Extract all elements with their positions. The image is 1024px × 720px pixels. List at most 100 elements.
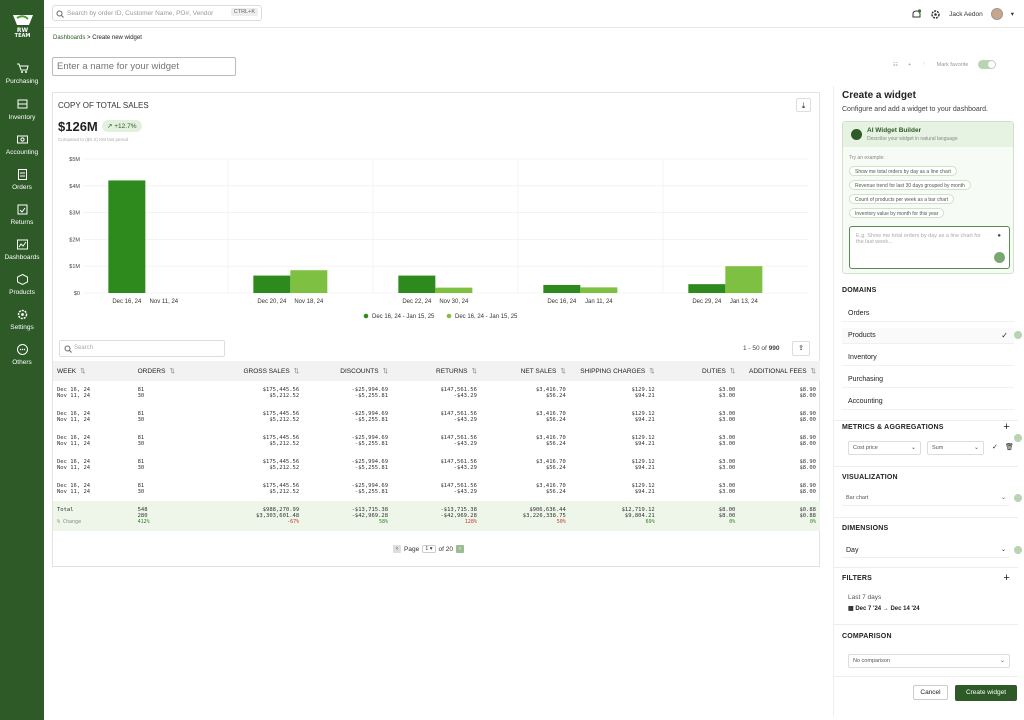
add-dot[interactable] bbox=[1014, 434, 1022, 442]
sidebar-item-settings[interactable]: Settings bbox=[0, 308, 44, 331]
column-header-week[interactable]: WEEK ⇅ bbox=[53, 361, 134, 381]
cell-line: $175,445.56 bbox=[262, 459, 300, 465]
bar[interactable] bbox=[580, 287, 618, 293]
example-chip[interactable]: Show me total orders by day as a line ch… bbox=[849, 166, 957, 176]
column-header-returns[interactable]: RETURNS ⇅ bbox=[392, 361, 481, 381]
bar[interactable] bbox=[543, 284, 581, 293]
confirm-icon[interactable]: ✓ bbox=[992, 444, 998, 451]
plus-icon[interactable]: + bbox=[907, 61, 912, 68]
add-filter-button[interactable]: + bbox=[1003, 572, 1010, 584]
global-search-input[interactable]: Search by order ID, Customer Name, PO#, … bbox=[52, 5, 262, 21]
cell-line: $56.24 bbox=[545, 441, 566, 447]
widget-name-input[interactable] bbox=[52, 57, 236, 76]
column-header-net-sales[interactable]: NET SALES ⇅ bbox=[480, 361, 570, 381]
visualization-select[interactable]: Bar chart ⌄ bbox=[842, 492, 1010, 506]
add-dot[interactable] bbox=[1014, 331, 1022, 339]
sort-icon[interactable]: ⇅ bbox=[471, 368, 477, 375]
more-icon[interactable]: ⋮ bbox=[921, 61, 927, 68]
table-row[interactable]: Dec 16, 24 Nov 11, 24 81 30 $175,445.56 $5,21… bbox=[53, 381, 820, 405]
example-chip[interactable]: Count of products per week as a bar char… bbox=[849, 194, 955, 204]
total-value: $8.00 bbox=[718, 513, 736, 519]
sidebar-item-products[interactable]: Products bbox=[0, 273, 44, 296]
table-row[interactable]: Dec 16, 24 Nov 11, 24 81 30 $175,445.56 $5,21… bbox=[53, 477, 820, 501]
sort-icon[interactable]: ⇅ bbox=[560, 368, 566, 375]
domain-item-orders[interactable]: Orders bbox=[842, 306, 1014, 322]
prev-page-button[interactable]: ‹ bbox=[393, 545, 401, 553]
sort-icon[interactable]: ⇅ bbox=[293, 368, 300, 375]
sidebar-item-others[interactable]: Others bbox=[0, 343, 44, 366]
next-page-button[interactable]: › bbox=[456, 545, 465, 553]
ai-prompt-input[interactable]: E.g. Show me total orders by day as a li… bbox=[849, 226, 1010, 269]
favorite-toggle[interactable] bbox=[978, 60, 997, 69]
bar[interactable] bbox=[435, 287, 473, 293]
domain-item-purchasing[interactable]: Purchasing bbox=[842, 372, 1014, 388]
column-header-additional-fees[interactable]: ADDITIONAL FEES ⇅ bbox=[739, 361, 820, 381]
cell-line: $3.00 bbox=[718, 465, 736, 471]
table-search-input[interactable]: Search bbox=[59, 340, 225, 357]
avatar[interactable] bbox=[990, 8, 1003, 20]
dimension-value: Day bbox=[846, 547, 859, 554]
column-header-orders[interactable]: ORDERS ⇅ bbox=[133, 361, 184, 381]
sort-icon[interactable]: ⇅ bbox=[169, 368, 175, 375]
sort-icon[interactable]: ⇅ bbox=[382, 368, 389, 375]
column-header-discounts[interactable]: DISCOUNTS ⇅ bbox=[303, 361, 393, 381]
mic-icon[interactable]: ● bbox=[997, 233, 1001, 239]
aggregation-select[interactable]: Sum ⌄ bbox=[927, 441, 984, 455]
delete-icon[interactable]: 🗑 bbox=[1005, 444, 1014, 451]
gear-icon[interactable] bbox=[930, 9, 941, 20]
sidebar-item-inventory[interactable]: Inventory bbox=[0, 98, 44, 121]
sidebar-item-accounting[interactable]: Accounting bbox=[0, 133, 44, 156]
column-header-duties[interactable]: DUTIES ⇅ bbox=[658, 361, 740, 381]
dimension-select[interactable]: Day ⌄ bbox=[842, 544, 1010, 558]
x-tick-label: Nov 11, 24 bbox=[150, 299, 179, 305]
table-row[interactable]: Dec 16, 24 Nov 11, 24 81 30 $175,445.56 $5,21… bbox=[53, 405, 820, 429]
filter-range[interactable]: ▦ Dec 7 '24 → Dec 14 '24 bbox=[848, 605, 920, 612]
bar[interactable] bbox=[290, 270, 328, 293]
sidebar-item-orders[interactable]: Orders bbox=[0, 168, 44, 191]
send-button[interactable] bbox=[994, 252, 1005, 263]
sort-icon[interactable]: ⇅ bbox=[649, 368, 655, 375]
bar[interactable] bbox=[108, 180, 146, 293]
sidebar-item-returns[interactable]: Returns bbox=[0, 203, 44, 226]
table-cell: 81 30 bbox=[134, 381, 184, 405]
sort-icon[interactable]: ⇅ bbox=[810, 368, 816, 375]
sort-icon[interactable]: ⇅ bbox=[729, 368, 736, 375]
domain-item-inventory[interactable]: Inventory bbox=[842, 350, 1014, 366]
notification-icon[interactable] bbox=[911, 8, 922, 20]
comparison-select[interactable]: No comparison ⌄ bbox=[848, 654, 1010, 668]
table-cell: -$25,994.69 -$5,255.81 bbox=[303, 405, 392, 429]
table-cell: $175,445.56 $5,212.52 bbox=[183, 453, 303, 477]
column-header-gross-sales[interactable]: GROSS SALES ⇅ bbox=[183, 361, 304, 381]
download-button[interactable]: ⤓ bbox=[796, 98, 811, 112]
brand-logo[interactable]: RW TEAM bbox=[9, 12, 36, 37]
user-name[interactable]: Jack Aedon bbox=[949, 10, 983, 18]
sidebar-item-dashboards[interactable]: Dashboards bbox=[0, 238, 44, 261]
add-dot[interactable] bbox=[1014, 494, 1022, 502]
domain-item-products[interactable]: Products ✓ bbox=[842, 328, 1014, 344]
table-row[interactable]: Dec 16, 24 Nov 11, 24 81 30 $175,445.56 $5,21… bbox=[53, 429, 820, 453]
table-row[interactable]: Dec 16, 24 Nov 11, 24 81 30 $175,445.56 $5,21… bbox=[53, 453, 820, 477]
chevron-down-icon[interactable]: ▾ bbox=[1010, 11, 1014, 18]
example-chip[interactable]: Revenue trend for last 30 days grouped b… bbox=[849, 180, 971, 190]
example-chip[interactable]: Inventory value by month for this year bbox=[849, 208, 945, 218]
add-metric-button[interactable]: + bbox=[1003, 421, 1010, 433]
breadcrumb-dashboards[interactable]: Dashboards bbox=[53, 35, 86, 41]
bar[interactable] bbox=[688, 284, 726, 293]
sidebar-item-purchasing[interactable]: Purchasing bbox=[0, 62, 44, 85]
metric-select[interactable]: Cost price ⌄ bbox=[848, 441, 921, 455]
cancel-button[interactable]: Cancel bbox=[913, 685, 948, 700]
page-select[interactable]: 1 ▾ bbox=[422, 545, 436, 553]
bar[interactable] bbox=[725, 266, 763, 293]
add-dot[interactable] bbox=[1014, 546, 1022, 554]
domain-item-accounting[interactable]: Accounting bbox=[842, 394, 1014, 410]
create-widget-button[interactable]: Create widget bbox=[955, 685, 1017, 701]
total-value: $906,636.44 bbox=[529, 507, 566, 513]
bar[interactable] bbox=[253, 275, 291, 293]
sliders-icon[interactable]: ☷ bbox=[893, 61, 898, 68]
column-header-shipping-charges[interactable]: SHIPPING CHARGES ⇅ bbox=[569, 361, 659, 381]
cell-line: $94.21 bbox=[634, 417, 655, 423]
export-button[interactable]: ⇪ bbox=[792, 341, 810, 356]
cell-line: $94.21 bbox=[634, 441, 655, 447]
sort-icon[interactable]: ⇅ bbox=[80, 368, 86, 375]
bar[interactable] bbox=[398, 275, 436, 293]
